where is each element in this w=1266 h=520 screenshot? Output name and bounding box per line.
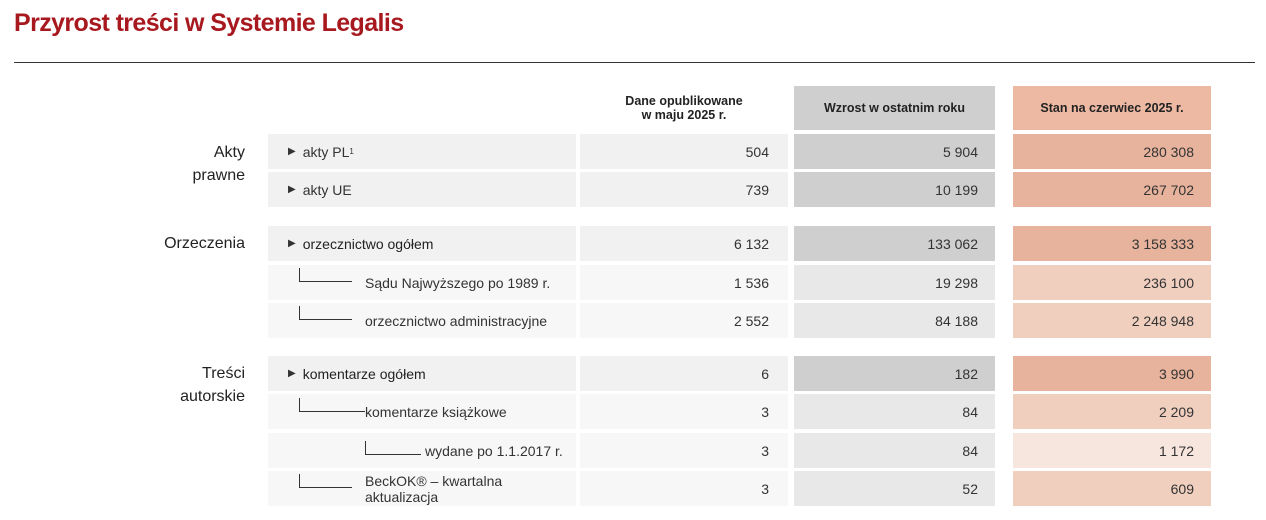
cell-growth: 52 [794, 471, 995, 506]
triangle-right-icon: ▶ [288, 368, 296, 379]
cell-published: 6 132 [580, 226, 788, 261]
row-label-text: orzecznictwo ogółem [302, 235, 434, 252]
cell-growth: 133 062 [794, 226, 995, 261]
title-divider [14, 62, 1255, 63]
row-label-text: wydane po 1.1.2017 r. [425, 442, 563, 459]
row-label-text: komentarze książkowe [365, 403, 507, 420]
cell-state: 267 702 [1013, 172, 1211, 207]
cell-state: 236 100 [1013, 265, 1211, 300]
header-state: Stan na czerwiec 2025 r. [1013, 86, 1211, 130]
page-title: Przyrost treści w Systemie Legalis [14, 9, 404, 37]
cell-published: 3 [580, 394, 788, 429]
category-rulings: Orzeczenia [164, 235, 245, 252]
row-label: wydane po 1.1.2017 r. [268, 433, 576, 468]
row-label-text: orzecznictwo administracyjne [365, 312, 548, 329]
row-label-text: akty UE [302, 181, 352, 198]
row-label: ▶ akty UE [268, 172, 576, 207]
header-growth: Wzrost w ostatnim roku [794, 86, 995, 130]
cell-published: 1 536 [580, 265, 788, 300]
cell-published: 739 [580, 172, 788, 207]
cell-state: 2 248 948 [1013, 303, 1211, 338]
header-growth-label: Wzrost w ostatnim roku [824, 101, 965, 115]
cell-growth: 5 904 [794, 134, 995, 169]
row-label: ▶ komentarze ogółem [268, 356, 576, 391]
cell-state: 3 990 [1013, 356, 1211, 391]
row-label: ▶ akty PL 1 [268, 134, 576, 169]
cell-growth: 182 [794, 356, 995, 391]
footnote-marker: 1 [349, 147, 354, 156]
row-label-text: BeckOK® – kwartalna aktualizacja [365, 472, 503, 505]
row-label-text: akty PL [302, 143, 350, 160]
header-published: Dane opublikowane w maju 2025 r. [580, 86, 788, 130]
cell-state: 280 308 [1013, 134, 1211, 169]
tree-connector [299, 268, 352, 282]
tree-connector [299, 398, 365, 412]
cell-state: 3 158 333 [1013, 226, 1211, 261]
cell-published: 6 [580, 356, 788, 391]
cell-growth: 19 298 [794, 265, 995, 300]
category-authored: Treści autorskie [180, 365, 245, 405]
cell-growth: 84 [794, 394, 995, 429]
row-label-text: komentarze ogółem [302, 365, 426, 382]
row-label: orzecznictwo administracyjne [268, 303, 576, 338]
cell-state: 1 172 [1013, 433, 1211, 468]
cell-published: 3 [580, 433, 788, 468]
header-state-label: Stan na czerwiec 2025 r. [1040, 101, 1184, 115]
tree-connector [365, 441, 421, 455]
tree-connector [299, 474, 352, 488]
row-label: ▶ orzecznictwo ogółem [268, 226, 576, 261]
cell-published: 504 [580, 134, 788, 169]
triangle-right-icon: ▶ [288, 184, 296, 195]
triangle-right-icon: ▶ [288, 146, 296, 157]
cell-published: 2 552 [580, 303, 788, 338]
row-label: Sądu Najwyższego po 1989 r. [268, 265, 576, 300]
category-acts: Akty prawne [192, 144, 245, 184]
triangle-right-icon: ▶ [288, 238, 296, 249]
cell-growth: 10 199 [794, 172, 995, 207]
cell-growth: 84 188 [794, 303, 995, 338]
row-label-text: Sądu Najwyższego po 1989 r. [365, 274, 551, 291]
header-published-label: Dane opublikowane w maju 2025 r. [625, 94, 743, 122]
cell-growth: 84 [794, 433, 995, 468]
cell-published: 3 [580, 471, 788, 506]
tree-connector [299, 306, 352, 320]
cell-state: 609 [1013, 471, 1211, 506]
row-label: BeckOK® – kwartalna aktualizacja [268, 471, 576, 506]
cell-state: 2 209 [1013, 394, 1211, 429]
